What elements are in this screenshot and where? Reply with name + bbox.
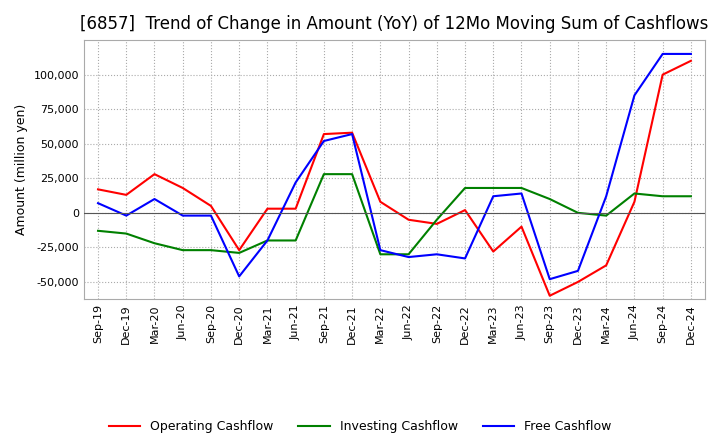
Operating Cashflow (630, 199, 639, 205)
Free Cashflow (235, 274, 243, 279)
Title: [6857]  Trend of Change in Amount (YoY) of 12Mo Moving Sum of Cashflows: [6857] Trend of Change in Amount (YoY) o… (80, 15, 708, 33)
Free Cashflow (630, 93, 639, 98)
Free Cashflow (574, 268, 582, 274)
Operating Cashflow (348, 130, 356, 136)
Free Cashflow (602, 194, 611, 199)
Investing Cashflow (404, 252, 413, 257)
Operating Cashflow (546, 293, 554, 298)
Free Cashflow (546, 276, 554, 282)
Operating Cashflow (461, 207, 469, 213)
Investing Cashflow (94, 228, 102, 234)
Operating Cashflow (179, 185, 187, 191)
Operating Cashflow (602, 263, 611, 268)
Free Cashflow (320, 138, 328, 143)
Line: Free Cashflow: Free Cashflow (98, 54, 691, 279)
Investing Cashflow (489, 185, 498, 191)
Investing Cashflow (122, 231, 130, 236)
Free Cashflow (150, 196, 159, 202)
Operating Cashflow (658, 72, 667, 77)
Operating Cashflow (207, 203, 215, 209)
Investing Cashflow (320, 172, 328, 177)
Free Cashflow (658, 51, 667, 57)
Free Cashflow (94, 201, 102, 206)
Legend: Operating Cashflow, Investing Cashflow, Free Cashflow: Operating Cashflow, Investing Cashflow, … (104, 415, 616, 438)
Investing Cashflow (150, 241, 159, 246)
Operating Cashflow (433, 221, 441, 227)
Investing Cashflow (376, 252, 384, 257)
Investing Cashflow (348, 172, 356, 177)
Investing Cashflow (658, 194, 667, 199)
Free Cashflow (348, 132, 356, 137)
Operating Cashflow (574, 279, 582, 285)
Investing Cashflow (687, 194, 696, 199)
Operating Cashflow (376, 199, 384, 205)
Free Cashflow (404, 254, 413, 260)
Operating Cashflow (94, 187, 102, 192)
Operating Cashflow (150, 172, 159, 177)
Operating Cashflow (263, 206, 271, 211)
Investing Cashflow (630, 191, 639, 196)
Investing Cashflow (461, 185, 469, 191)
Investing Cashflow (263, 238, 271, 243)
Free Cashflow (433, 252, 441, 257)
Free Cashflow (376, 248, 384, 253)
Investing Cashflow (433, 217, 441, 222)
Investing Cashflow (179, 248, 187, 253)
Free Cashflow (179, 213, 187, 218)
Operating Cashflow (489, 249, 498, 254)
Operating Cashflow (235, 248, 243, 253)
Operating Cashflow (292, 206, 300, 211)
Investing Cashflow (546, 196, 554, 202)
Operating Cashflow (320, 132, 328, 137)
Investing Cashflow (517, 185, 526, 191)
Y-axis label: Amount (million yen): Amount (million yen) (15, 104, 28, 235)
Free Cashflow (489, 194, 498, 199)
Operating Cashflow (687, 58, 696, 63)
Investing Cashflow (235, 250, 243, 256)
Investing Cashflow (292, 238, 300, 243)
Operating Cashflow (404, 217, 413, 222)
Free Cashflow (263, 238, 271, 243)
Line: Investing Cashflow: Investing Cashflow (98, 174, 691, 254)
Investing Cashflow (574, 210, 582, 216)
Free Cashflow (207, 213, 215, 218)
Free Cashflow (122, 213, 130, 218)
Operating Cashflow (122, 192, 130, 198)
Investing Cashflow (602, 213, 611, 218)
Line: Operating Cashflow: Operating Cashflow (98, 61, 691, 296)
Free Cashflow (292, 180, 300, 185)
Operating Cashflow (517, 224, 526, 229)
Free Cashflow (687, 51, 696, 57)
Free Cashflow (517, 191, 526, 196)
Investing Cashflow (207, 248, 215, 253)
Free Cashflow (461, 256, 469, 261)
